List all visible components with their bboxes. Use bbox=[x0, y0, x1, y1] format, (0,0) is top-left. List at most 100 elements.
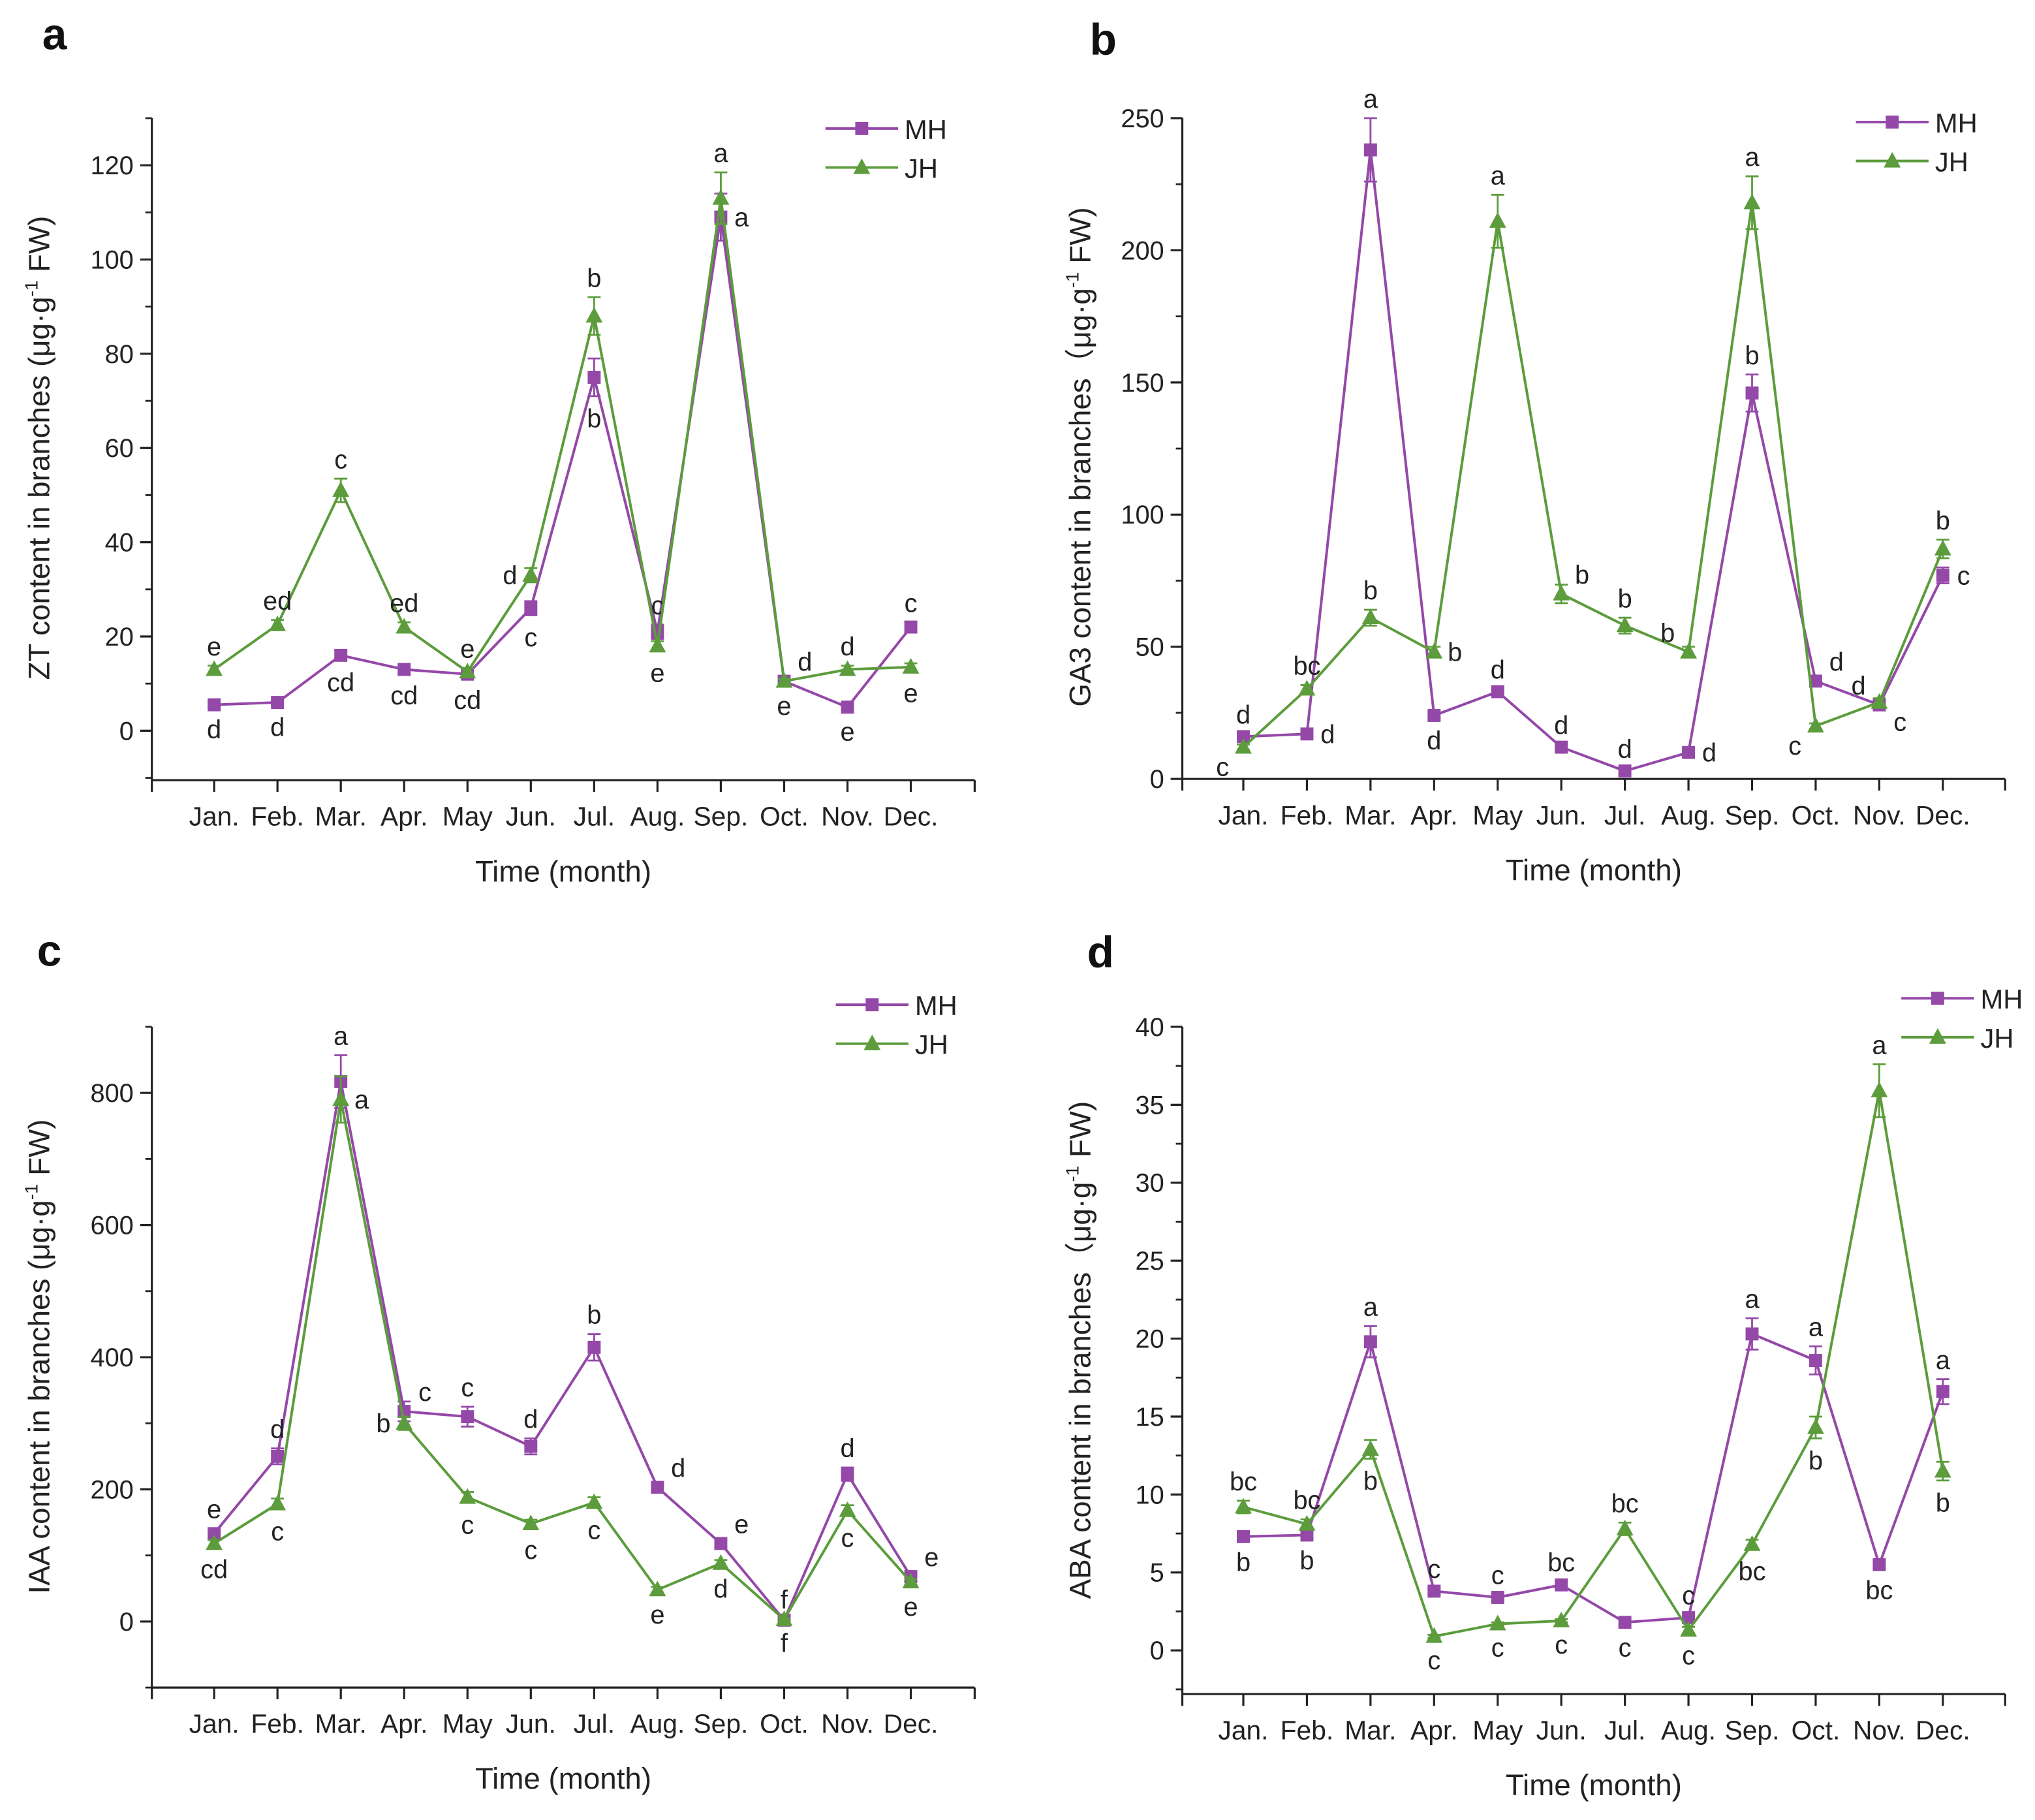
legend-label-MH: MH bbox=[915, 990, 957, 1021]
panel-a: a 0 20 40 60 80 100 120 Jan. Feb. Mar. Apr. May Jun. J… bbox=[22, 10, 976, 888]
data-point-square bbox=[651, 1481, 664, 1494]
data-point-triangle bbox=[269, 616, 287, 631]
data-point-triangle bbox=[1298, 680, 1316, 696]
data-point-square bbox=[1237, 1530, 1250, 1543]
x-tick-label: Jun. bbox=[1536, 1716, 1587, 1746]
data-point-triangle bbox=[649, 636, 666, 653]
significance-letter: d bbox=[1554, 712, 1568, 740]
data-point-triangle bbox=[839, 1501, 856, 1517]
data-point-triangle bbox=[269, 1494, 287, 1511]
significance-letter: a bbox=[1872, 1031, 1887, 1059]
significance-letter: d bbox=[207, 715, 221, 744]
significance-letter: e bbox=[924, 1543, 939, 1572]
legend-square-icon bbox=[1886, 116, 1899, 129]
significance-letter: a bbox=[1745, 143, 1760, 172]
series-MH: e d a c c d b d e f d e bbox=[207, 1022, 939, 1627]
x-tick-label: Sep. bbox=[1725, 1716, 1780, 1746]
data-point-square bbox=[208, 1527, 221, 1541]
data-point-square bbox=[841, 1467, 854, 1481]
x-tick-label: Feb. bbox=[1281, 1716, 1334, 1746]
data-point-triangle bbox=[649, 1580, 666, 1597]
data-point-square bbox=[1936, 569, 1950, 582]
significance-letter: e bbox=[207, 1495, 221, 1524]
data-point-triangle bbox=[1680, 642, 1697, 659]
significance-letter: b bbox=[376, 1409, 390, 1438]
significance-letter: e bbox=[207, 633, 221, 661]
data-point-triangle bbox=[522, 1514, 540, 1531]
significance-letter: a bbox=[1809, 1313, 1824, 1342]
x-tick-label: Jul. bbox=[574, 1709, 615, 1739]
data-point-square bbox=[1872, 1558, 1886, 1571]
significance-letter: f bbox=[781, 1586, 788, 1614]
x-tick-label: Nov. bbox=[821, 1709, 874, 1739]
data-point-square bbox=[1618, 1616, 1632, 1629]
y-axis-title: ZT content in branches (μg·g-1 FW) bbox=[22, 216, 56, 680]
significance-letter: c bbox=[418, 1378, 431, 1407]
y-axis-title-end: FW) bbox=[1063, 1101, 1096, 1166]
x-tick-label: Jan. bbox=[1218, 800, 1268, 830]
significance-letter: b bbox=[1936, 507, 1950, 535]
significance-letter: c bbox=[461, 1511, 474, 1539]
x-tick-label: Oct. bbox=[760, 1709, 809, 1739]
significance-letter: c bbox=[905, 589, 918, 618]
y-axis-title-main: ZT content in branches (μg·g bbox=[23, 296, 56, 680]
x-tick-label: Mar. bbox=[1344, 800, 1396, 830]
x-axis-title: Time (month) bbox=[475, 855, 651, 888]
y-tick-label: 250 bbox=[1121, 104, 1164, 133]
legend: MH JH bbox=[1901, 984, 2023, 1054]
significance-letter: ed bbox=[390, 589, 418, 618]
data-point-triangle bbox=[1743, 1535, 1761, 1551]
significance-letter: c bbox=[524, 1536, 537, 1565]
data-point-triangle bbox=[332, 481, 350, 497]
significance-letter: b bbox=[1660, 619, 1675, 648]
x-tick-label: Jul. bbox=[574, 802, 615, 832]
x-tick-label: Jun. bbox=[506, 1709, 556, 1739]
y-axis-title-end: FW) bbox=[23, 1120, 56, 1184]
significance-letter: b bbox=[1236, 1548, 1251, 1577]
significance-letter: a bbox=[354, 1086, 369, 1114]
significance-letter: d bbox=[523, 1405, 538, 1434]
data-point-triangle bbox=[1934, 540, 1951, 556]
significance-letter: b bbox=[1809, 1447, 1823, 1475]
data-point-square bbox=[1237, 730, 1250, 744]
data-point-square bbox=[397, 663, 411, 676]
x-tick-label: Oct. bbox=[1792, 1716, 1841, 1746]
data-point-triangle bbox=[775, 1610, 793, 1626]
y-axis-title-sup: -1 bbox=[1062, 1166, 1082, 1182]
data-point-triangle bbox=[459, 1488, 476, 1504]
significance-letter: d bbox=[713, 1575, 728, 1604]
x-tick-label: Feb. bbox=[1281, 800, 1334, 830]
data-point-square bbox=[461, 1410, 474, 1424]
series-line-JH bbox=[213, 1099, 912, 1622]
significance-letter: bc bbox=[1611, 1489, 1639, 1518]
data-point-triangle bbox=[902, 1573, 920, 1589]
data-point-triangle bbox=[902, 657, 920, 674]
x-tick-label: Mar. bbox=[315, 802, 367, 832]
data-point-triangle bbox=[1807, 717, 1824, 733]
significance-letter: b bbox=[587, 264, 601, 292]
significance-letter: c bbox=[271, 1518, 284, 1546]
x-tick-label: Oct. bbox=[760, 802, 809, 832]
x-tick-label: Mar. bbox=[315, 1709, 367, 1739]
y-tick-label: 40 bbox=[1135, 1013, 1164, 1042]
data-point-triangle bbox=[585, 307, 603, 323]
significance-letter: d bbox=[840, 1434, 854, 1463]
y-axis-title-end: FW) bbox=[1063, 207, 1096, 272]
significance-letter: d bbox=[1491, 656, 1505, 685]
y-tick-label: 200 bbox=[1121, 236, 1164, 265]
data-point-square bbox=[208, 698, 221, 712]
significance-letter: d bbox=[1236, 700, 1251, 729]
significance-letter: bc bbox=[1293, 1486, 1320, 1515]
data-point-square bbox=[587, 1340, 601, 1354]
significance-letter: e bbox=[777, 692, 791, 721]
data-point-square bbox=[904, 620, 918, 634]
y-axis-title: ABA content in branches（μg·g-1 FW) bbox=[1062, 1101, 1096, 1599]
y-tick-label: 100 bbox=[90, 245, 133, 274]
data-point-triangle bbox=[1871, 693, 1888, 709]
series-line-JH bbox=[213, 198, 911, 683]
y-tick-label: 15 bbox=[1135, 1403, 1164, 1432]
significance-letter: d bbox=[1320, 720, 1335, 749]
significance-letter: a bbox=[1491, 162, 1506, 191]
